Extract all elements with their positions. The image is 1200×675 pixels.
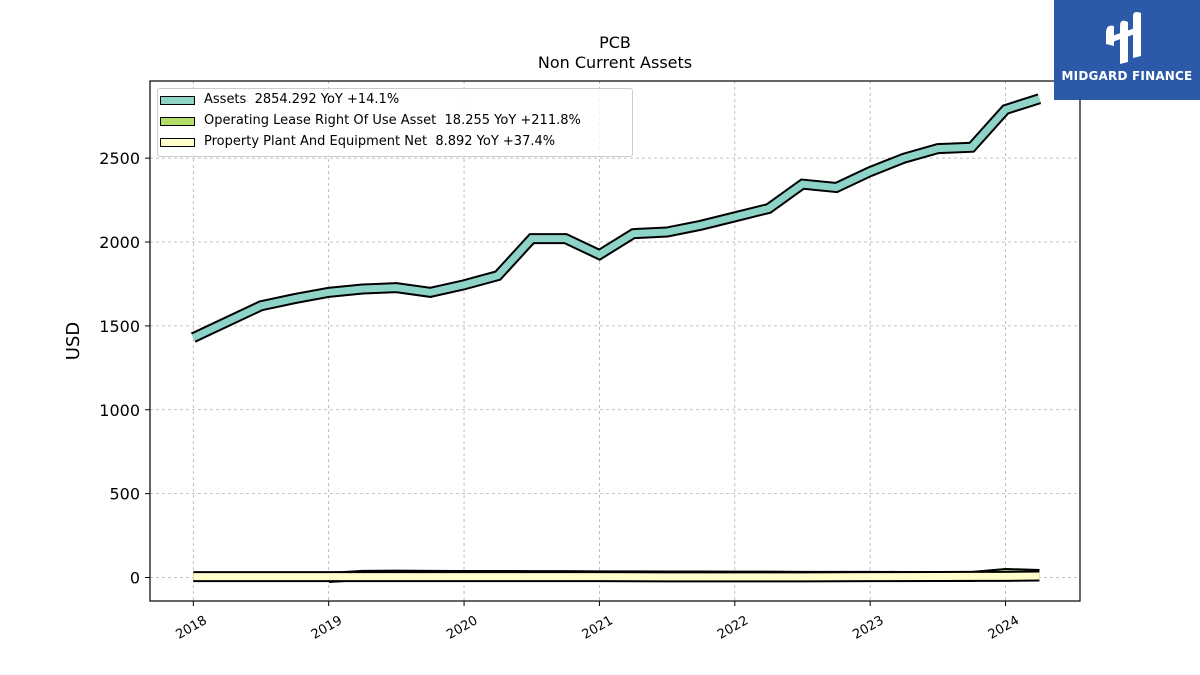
- chart-subtitle: Non Current Assets: [537, 53, 693, 72]
- grid-lines: [150, 81, 1080, 601]
- chart-legend: Assets 2854.292 YoY +14.1% Operating Lea…: [157, 88, 633, 157]
- x-tick-label: 2019: [309, 613, 345, 643]
- y-axis-label: USD: [63, 322, 84, 360]
- y-tick-label: 0: [130, 569, 140, 588]
- legend-label-operating-lease: Operating Lease Right Of Use Asset 18.25…: [204, 113, 581, 128]
- x-tick-label: 2022: [715, 613, 751, 643]
- y-tick-label: 1000: [99, 401, 140, 420]
- legend-swatch-ppe: [160, 138, 195, 147]
- y-tick-label: 1500: [99, 317, 140, 336]
- logo-mark-icon: [1106, 12, 1141, 65]
- series-line-0: [191, 95, 1041, 341]
- legend-item-operating-lease: Operating Lease Right Of Use Asset 18.25…: [158, 112, 632, 132]
- x-tick-label: 2018: [173, 613, 209, 643]
- y-tick-label: 2000: [99, 233, 140, 252]
- series-lines: [190, 93, 1042, 584]
- legend-item-assets: Assets 2854.292 YoY +14.1%: [158, 91, 632, 111]
- x-tick-label: 2024: [986, 613, 1022, 643]
- plot-area-frame: [149, 80, 1081, 602]
- chart-title: PCB: [599, 33, 631, 52]
- midgard-finance-logo: MIDGARD FINANCE: [1054, 0, 1200, 100]
- legend-label-ppe: Property Plant And Equipment Net 8.892 Y…: [204, 134, 556, 149]
- legend-item-ppe: Property Plant And Equipment Net 8.892 Y…: [158, 133, 632, 153]
- legend-swatch-operating-lease: [160, 117, 195, 126]
- logo-text: MIDGARD FINANCE: [1061, 69, 1193, 83]
- y-tick-label: 500: [109, 485, 140, 504]
- legend-label-assets: Assets 2854.292 YoY +14.1%: [204, 92, 400, 107]
- axis-ticks: 0 500 1000 1500 2000 2500 2018 2019 2020 2021 2022…: [99, 149, 1022, 643]
- x-tick-label: 2020: [444, 613, 480, 643]
- series-line-2: [193, 572, 1040, 581]
- y-tick-label: 2500: [99, 149, 140, 168]
- x-tick-label: 2023: [850, 613, 886, 643]
- legend-swatch-assets: [160, 96, 195, 105]
- x-tick-label: 2021: [580, 613, 616, 643]
